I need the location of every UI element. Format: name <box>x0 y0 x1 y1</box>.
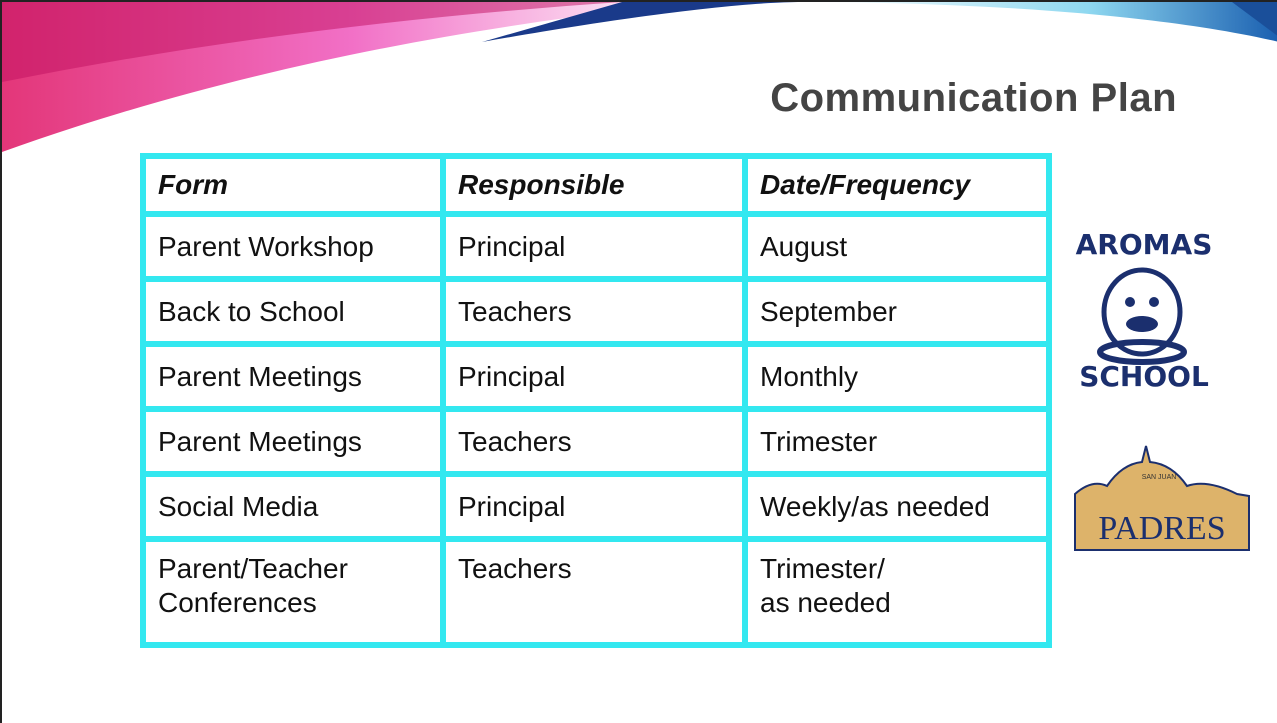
table-row: Social Media Principal Weekly/as needed <box>140 471 1052 542</box>
table-cell: Parent Meetings <box>140 341 446 412</box>
header-row: Form Responsible Date/Frequency <box>140 153 1052 217</box>
table-cell: Parent/Teacher Conferences <box>140 536 446 648</box>
table-cell: Trimester <box>742 406 1052 477</box>
table-cell: Teachers <box>440 276 748 347</box>
table-cell: Parent Meetings <box>140 406 446 477</box>
table-row: Parent Meetings Teachers Trimester <box>140 406 1052 477</box>
table-row: Parent Workshop Principal August <box>140 211 1052 282</box>
bulldog <box>1097 267 1187 365</box>
slide-title: Communication Plan <box>770 76 1177 120</box>
logo-text: AROMAS <box>1076 228 1213 261</box>
table-row: Parent Meetings Principal Monthly <box>140 341 1052 412</box>
table-cell: Parent Workshop <box>140 211 446 282</box>
table-cell: September <box>742 276 1052 347</box>
logo-text: SCHOOL <box>1079 360 1209 393</box>
table-cell: Monthly <box>742 341 1052 412</box>
table-cell: Trimester/ as needed <box>742 536 1052 648</box>
table-cell: Teachers <box>440 536 748 648</box>
header-cell: Date/Frequency <box>742 153 1052 217</box>
table-cell: Back to School <box>140 276 446 347</box>
table-cell: Teachers <box>440 406 748 477</box>
table-row: Parent/Teacher Conferences Teachers Trimes… <box>140 536 1052 648</box>
table-row: Back to School Teachers September <box>140 276 1052 347</box>
table-cell: Social Media <box>140 471 446 542</box>
table-cell: August <box>742 211 1052 282</box>
logos: AROMAS SCHOOL SAN JUAN PADRES <box>1074 228 1250 551</box>
header-cell: Responsible <box>440 153 748 217</box>
logo-text: PADRES <box>1098 510 1225 547</box>
table-cell: Principal <box>440 341 748 412</box>
header-cell: Form <box>140 153 446 217</box>
logo-text: SAN JUAN <box>1142 474 1177 481</box>
decoration <box>2 2 1277 152</box>
table-cell: Principal <box>440 211 748 282</box>
plan-table: Form Responsible Date/Frequency Parent Work… <box>140 153 1052 648</box>
table-cell: Principal <box>440 471 748 542</box>
table-cell: Weekly/as needed <box>742 471 1052 542</box>
